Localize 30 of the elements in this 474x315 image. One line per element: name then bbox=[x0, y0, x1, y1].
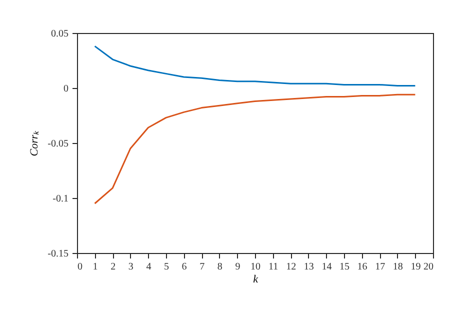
x-tick-label: 16 bbox=[357, 262, 368, 272]
line-series bbox=[94, 45, 416, 87]
x-tick-label: 2 bbox=[110, 262, 116, 272]
x-axis-title: k bbox=[253, 274, 260, 286]
x-tick-label: 7 bbox=[200, 262, 205, 272]
y-axis-title: Corrₖ bbox=[28, 130, 41, 156]
x-tick-label: 1 bbox=[92, 262, 98, 272]
x-tick-label: 17 bbox=[375, 262, 386, 272]
x-tick-label: 10 bbox=[250, 262, 260, 272]
x-tick-label: 4 bbox=[146, 262, 152, 272]
y-tick-label: 0 bbox=[64, 84, 68, 94]
line-series bbox=[94, 94, 416, 204]
y-tick-label: -0.05 bbox=[48, 138, 68, 150]
x-tick-label: 8 bbox=[217, 262, 222, 272]
x-tick-label: 6 bbox=[182, 262, 187, 272]
x-tick-label: 20 bbox=[424, 262, 434, 272]
x-tick-label: 19 bbox=[410, 262, 421, 272]
y-tick-label: 0.05 bbox=[51, 28, 68, 40]
x-tick-label: 13 bbox=[304, 262, 314, 272]
x-tick-label: 12 bbox=[286, 262, 296, 272]
x-tick-label: 9 bbox=[235, 262, 240, 272]
x-tick-label: 0 bbox=[78, 262, 82, 272]
x-tick-label: 18 bbox=[392, 262, 403, 272]
x-tick-label: 15 bbox=[340, 262, 350, 272]
y-tick-label: -0.15 bbox=[48, 248, 68, 260]
x-tick-label: 14 bbox=[322, 262, 332, 272]
x-tick-label: 3 bbox=[128, 262, 134, 272]
x-tick-label: 11 bbox=[268, 262, 278, 272]
y-tick-label: -0.1 bbox=[52, 194, 68, 204]
x-tick-label: 5 bbox=[164, 262, 169, 272]
